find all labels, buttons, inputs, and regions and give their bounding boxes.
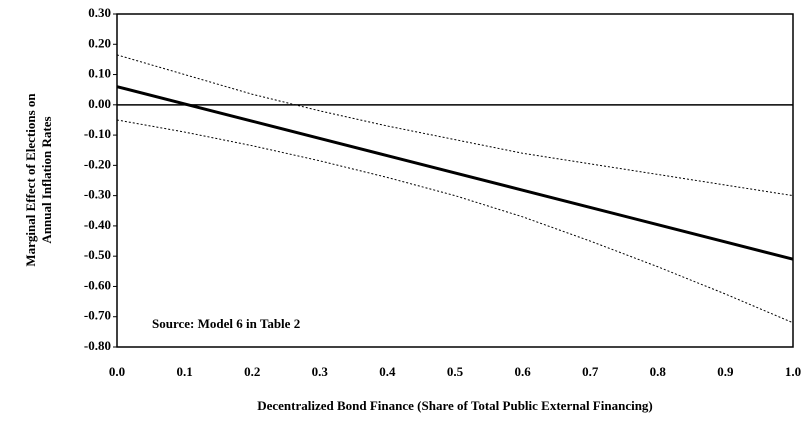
x-tick-label: 0.8	[650, 364, 667, 379]
plot-frame	[116, 13, 794, 348]
y-tick-label: -0.50	[84, 247, 111, 262]
y-tick-label: 0.10	[88, 66, 111, 81]
x-tick-label: 0.3	[312, 364, 329, 379]
annotation: Source: Model 6 in Table 2	[152, 316, 300, 331]
y-tick-label: 0.30	[88, 5, 111, 20]
effect-line	[116, 85, 794, 261]
y-tick-label: -0.40	[84, 217, 111, 232]
x-tick-label: 0.7	[582, 364, 599, 379]
x-tick-label: 0.1	[176, 364, 192, 379]
y-axis-label: Marginal Effect of Elections on Annual I…	[23, 93, 54, 267]
y-axis-label-line: Annual Inflation Rates	[39, 116, 54, 243]
y-tick-label: -0.10	[84, 126, 111, 141]
y-tick-label: -0.80	[84, 338, 111, 353]
y-tick-label: -0.70	[84, 308, 111, 323]
x-axis-label: Decentralized Bond Finance (Share of Tot…	[257, 398, 653, 413]
x-tick-label: 0.9	[717, 364, 734, 379]
y-tick-label: -0.20	[84, 156, 111, 171]
x-tick-label: 0.5	[447, 364, 464, 379]
y-tick-label: 0.20	[88, 35, 111, 50]
x-tick-label: 0.0	[109, 364, 125, 379]
y-tick-label: 0.00	[88, 96, 111, 111]
x-tick-label: 1.0	[785, 364, 801, 379]
y-tick-label: -0.30	[84, 187, 111, 202]
x-tick-label: 0.4	[379, 364, 396, 379]
y-tick-label: -0.60	[84, 277, 111, 292]
y-axis-label-line: Marginal Effect of Elections on	[23, 93, 38, 267]
x-tick-label: 0.2	[244, 364, 260, 379]
confidence-line	[116, 54, 794, 197]
confidence-line	[116, 119, 794, 324]
x-tick-label: 0.6	[514, 364, 531, 379]
